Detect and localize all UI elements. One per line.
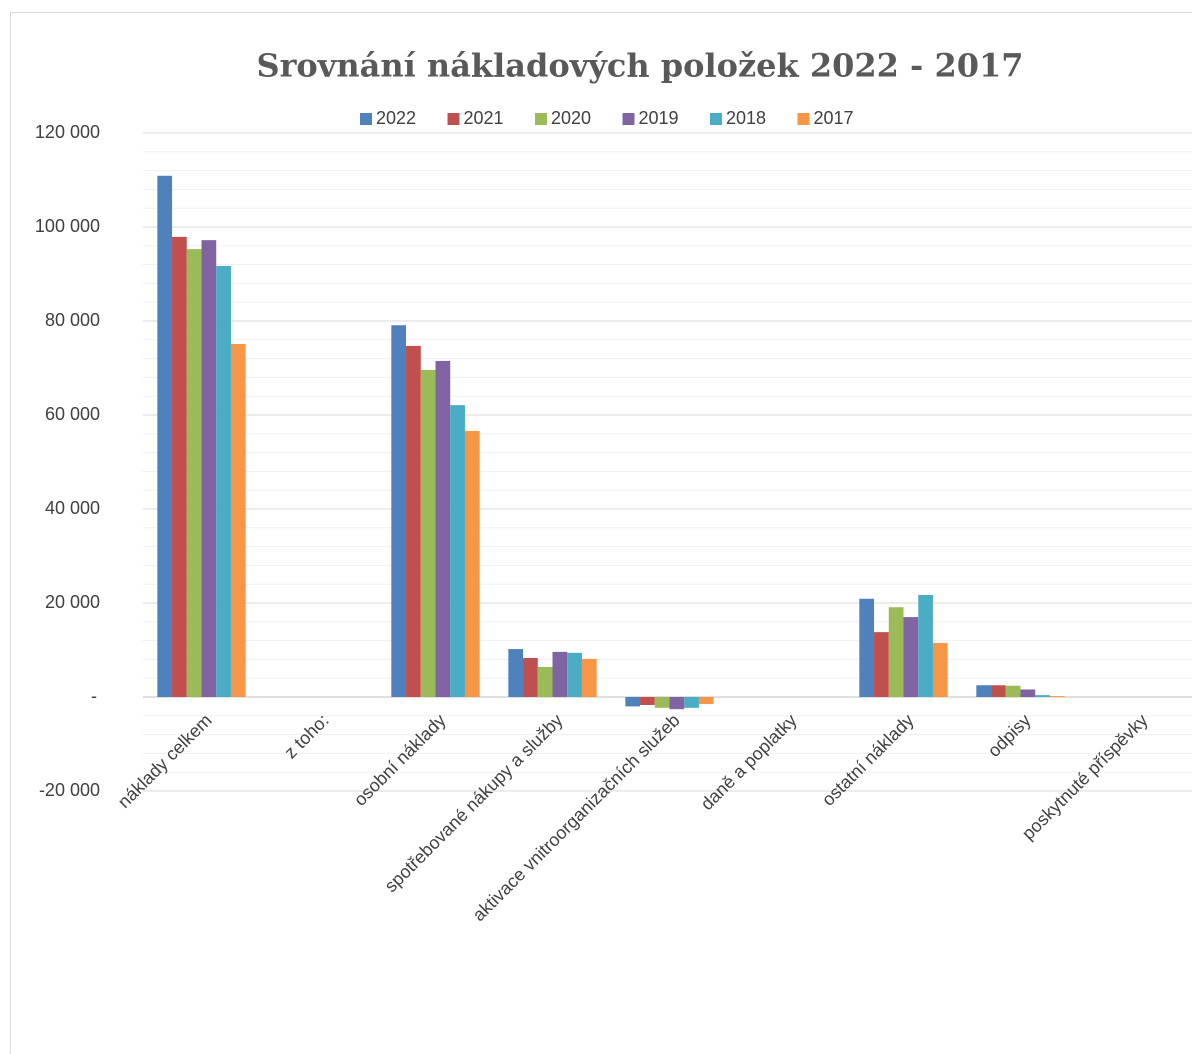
legend-label: 2020: [551, 108, 591, 128]
bar: [1020, 689, 1036, 697]
bar: [552, 651, 568, 697]
y-tick-label: -20 000: [39, 780, 100, 800]
bar: [172, 236, 187, 697]
y-tick-label: 60 000: [45, 404, 100, 424]
y-tick-label: 120 000: [35, 122, 100, 142]
y-tick-label: 40 000: [45, 498, 100, 518]
legend-label: 2022: [376, 108, 416, 128]
y-tick-label: 80 000: [45, 310, 100, 330]
bar: [888, 607, 904, 697]
legend-swatch: [622, 113, 635, 125]
legend-swatch: [447, 113, 460, 125]
bar: [157, 175, 173, 697]
bar: [230, 344, 246, 697]
bar: [406, 345, 421, 697]
y-tick-label: 100 000: [35, 216, 100, 236]
bar: [903, 617, 919, 697]
bar: [669, 697, 685, 710]
legend-label: 2019: [639, 108, 679, 128]
bar: [567, 652, 582, 697]
bar: [435, 360, 451, 697]
bar: [874, 632, 889, 697]
bar: [216, 266, 231, 697]
bar: [1049, 696, 1065, 697]
legend-swatch: [360, 113, 372, 125]
bar: [581, 658, 597, 697]
bar: [537, 666, 553, 697]
bar: [932, 642, 948, 697]
bar: [508, 649, 524, 697]
bar: [450, 405, 465, 697]
legend-swatch: [535, 113, 547, 125]
bar: [991, 685, 1006, 697]
bar: [523, 657, 538, 697]
bar: [684, 697, 699, 708]
chart-title: Srovnání nákladových položek 2022 - 2017: [256, 47, 1023, 85]
bar: [640, 697, 655, 705]
bar: [654, 697, 670, 708]
legend-label: 2017: [814, 108, 854, 128]
bar: [1035, 695, 1050, 697]
bar: [201, 240, 217, 697]
legend-label: 2021: [464, 108, 504, 128]
bar: [464, 430, 480, 697]
bar: [698, 697, 714, 705]
bar: [1005, 685, 1021, 697]
bar: [391, 325, 407, 697]
legend-swatch: [710, 113, 722, 125]
bar: [918, 595, 933, 697]
y-tick-label: 20 000: [45, 592, 100, 612]
legend-label: 2018: [726, 108, 766, 128]
bar: [186, 249, 202, 697]
bar: [625, 697, 641, 707]
bar: [859, 598, 875, 697]
bar: [976, 685, 992, 697]
bar: [420, 369, 436, 697]
y-tick-label: -: [91, 686, 97, 706]
legend-swatch: [797, 113, 810, 125]
